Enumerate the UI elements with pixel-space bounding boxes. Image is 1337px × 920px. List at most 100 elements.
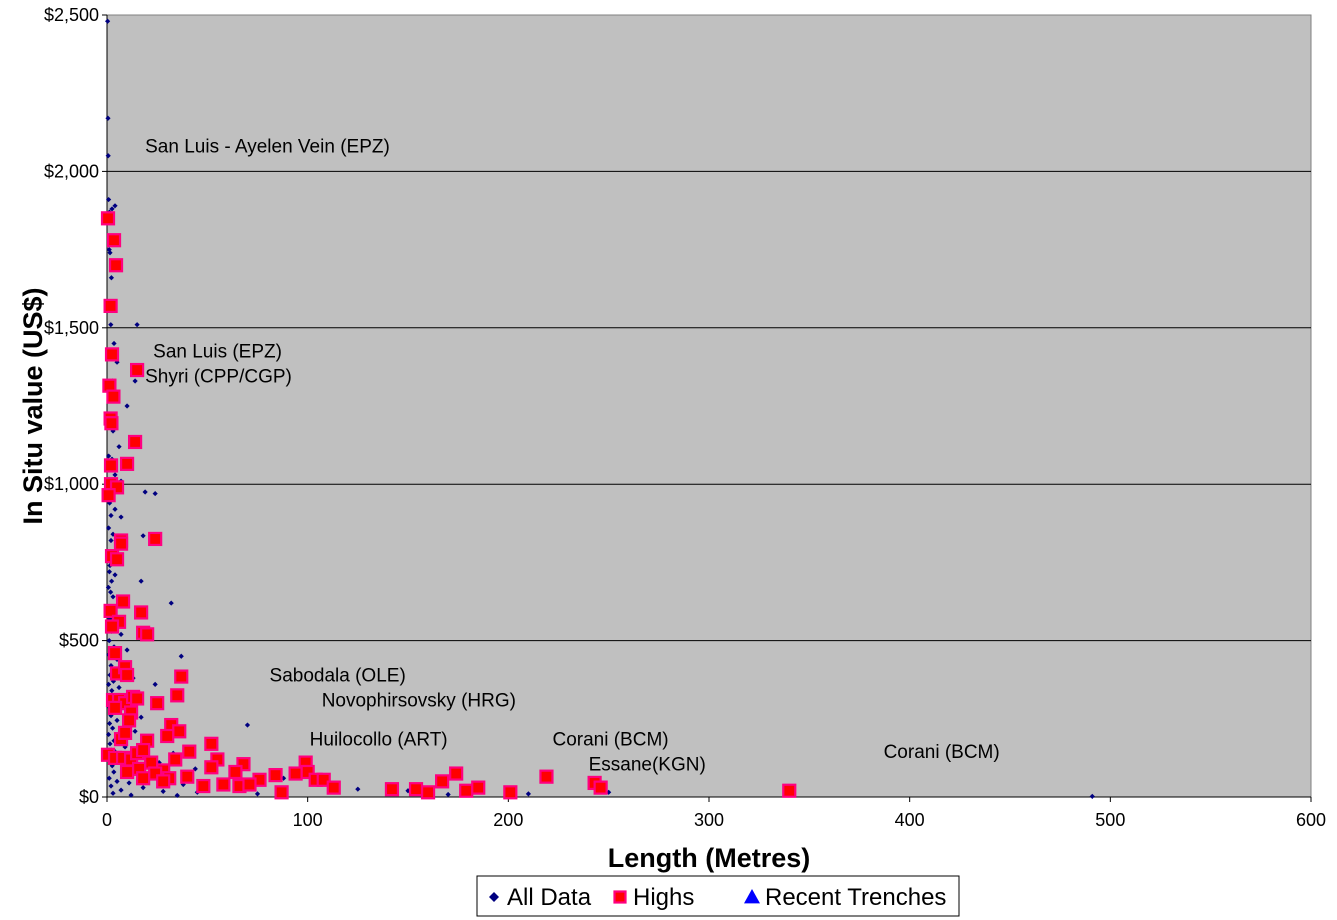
data-point — [174, 792, 180, 799]
data-point — [107, 250, 113, 256]
data-point — [106, 196, 112, 203]
x-tick-label: 400 — [895, 810, 925, 830]
data-point — [109, 578, 115, 584]
data-point — [140, 785, 146, 791]
data-point — [111, 769, 117, 775]
data-point — [782, 783, 797, 798]
data-point — [168, 752, 183, 767]
y-tick-label: $1,000 — [44, 474, 99, 494]
data-point — [268, 768, 283, 783]
x-tick-label: 600 — [1296, 810, 1326, 830]
data-point — [118, 514, 124, 520]
data-point — [274, 785, 289, 800]
annotation-label: San Luis (EPZ) — [153, 342, 282, 363]
legend-label: Highs — [633, 884, 694, 911]
data-point — [105, 18, 111, 24]
y-axis-ticks: $0 $500 $1,000 $1,500 $2,000 $2,500 — [44, 5, 107, 807]
data-point — [103, 603, 118, 618]
series-highs — [100, 211, 797, 800]
data-point — [196, 778, 211, 794]
data-point — [113, 536, 129, 551]
data-point — [326, 780, 341, 795]
data-point — [105, 115, 111, 121]
legend: All Data Highs Recent Trenches — [476, 875, 960, 917]
data-point — [108, 258, 124, 273]
data-point — [121, 713, 137, 728]
data-point — [170, 688, 185, 703]
legend-item-recent-trenches: Recent Trenches — [744, 884, 946, 911]
data-point — [112, 572, 118, 578]
data-point — [180, 769, 195, 784]
data-point — [114, 778, 120, 784]
data-point — [254, 791, 261, 797]
data-point — [613, 890, 627, 904]
data-point — [130, 691, 145, 706]
data-point — [445, 791, 451, 798]
data-point — [110, 725, 116, 731]
data-point — [134, 605, 149, 620]
data-point — [112, 506, 118, 512]
data-point — [109, 688, 115, 694]
legend-item-highs: Highs — [613, 884, 694, 911]
data-point — [459, 783, 474, 798]
data-point — [115, 594, 131, 609]
data-point — [119, 764, 135, 780]
data-point — [138, 714, 144, 720]
data-point — [408, 782, 424, 797]
data-point — [108, 589, 114, 595]
data-point — [103, 298, 118, 314]
data-point — [132, 728, 138, 734]
annotation-label: San Luis - Ayelen Vein (EPZ) — [145, 137, 390, 158]
data-point — [138, 578, 144, 584]
data-point — [128, 792, 134, 798]
x-tick-label: 0 — [102, 810, 112, 830]
data-point — [105, 584, 112, 591]
data-point — [104, 416, 119, 431]
data-point — [471, 780, 486, 795]
data-point — [420, 785, 436, 800]
data-point — [108, 783, 114, 789]
data-point — [112, 203, 118, 209]
data-point — [204, 760, 219, 775]
data-point — [119, 667, 135, 683]
data-point — [111, 340, 117, 347]
data-point — [134, 322, 140, 328]
data-point — [107, 741, 113, 747]
data-point — [242, 777, 257, 792]
data-point — [110, 531, 116, 537]
data-point — [107, 700, 123, 715]
data-point — [119, 456, 135, 471]
plot-area — [106, 14, 1312, 798]
data-point — [288, 766, 303, 781]
data-point — [104, 347, 120, 362]
data-point — [539, 769, 554, 784]
data-point — [108, 275, 115, 281]
legend-item-all-data: All Data — [489, 884, 592, 911]
data-point — [130, 362, 145, 378]
data-point — [101, 488, 116, 503]
legend-label: All Data — [507, 884, 592, 911]
annotation-label: Huilocollo (ART) — [310, 729, 448, 750]
data-point — [110, 594, 116, 600]
x-tick-label: 300 — [694, 810, 724, 830]
data-point — [106, 389, 121, 404]
data-point — [112, 472, 118, 478]
legend-box — [476, 875, 960, 917]
data-point — [489, 892, 499, 902]
data-point — [117, 725, 133, 740]
data-point — [160, 788, 166, 794]
data-point — [150, 696, 165, 711]
x-tick-label: 200 — [493, 810, 523, 830]
data-point — [126, 780, 132, 786]
data-point — [106, 569, 113, 575]
data-point — [384, 782, 400, 797]
annotation-label: Shyri (CPP/CGP) — [145, 367, 292, 388]
data-point — [355, 786, 361, 792]
data-point — [136, 771, 151, 786]
data-point — [435, 774, 450, 789]
data-point — [109, 206, 115, 212]
y-tick-label: $2,000 — [44, 161, 99, 181]
data-point — [156, 774, 171, 789]
data-point — [104, 619, 120, 634]
annotation-label: Novophirsovsky (HRG) — [322, 690, 516, 711]
